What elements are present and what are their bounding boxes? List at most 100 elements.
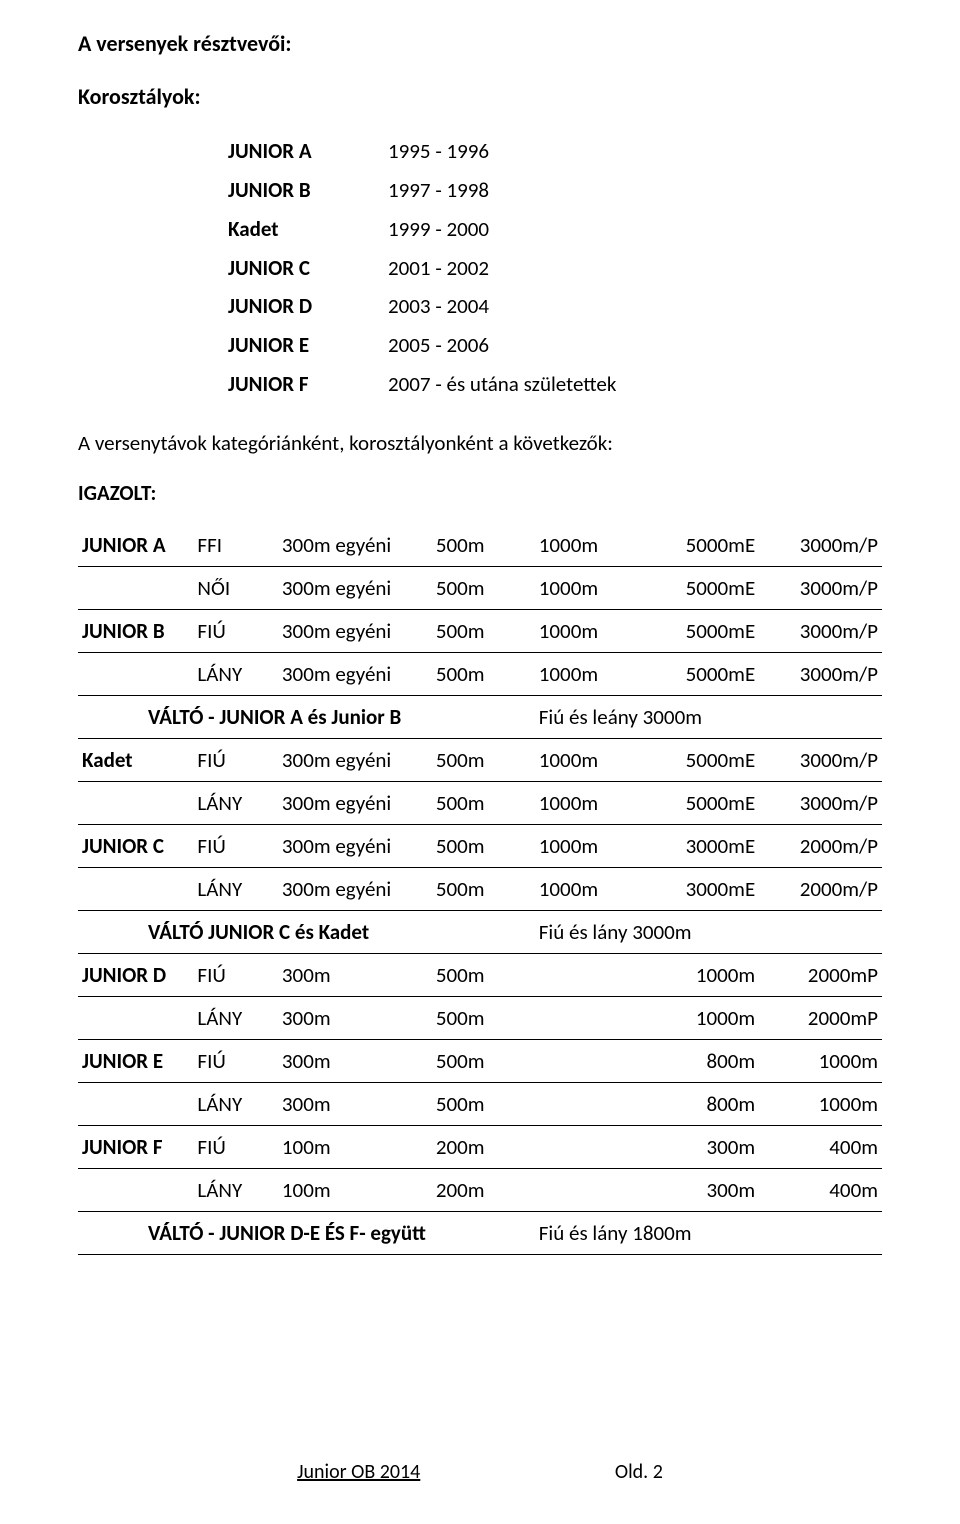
distance-4: 5000mE [646,566,759,609]
distance-row: NŐI300m egyéni500m1000m5000mE3000m/P [78,566,882,609]
distance-row: LÁNY100m200m300m400m [78,1168,882,1211]
distance-4: 3000mE [646,824,759,867]
distance-row: JUNIOR AFFI300m egyéni500m1000m5000mE300… [78,524,882,567]
distance-row: LÁNY300m500m1000m2000mP [78,996,882,1039]
distance-category [78,1082,193,1125]
distance-category: JUNIOR F [78,1125,193,1168]
distance-row: LÁNY300m egyéni500m1000m3000mE2000m/P [78,867,882,910]
relay-row: VÁLTÓ JUNIOR C és KadetFiú és lány 3000m [78,910,882,953]
distance-3 [535,1168,647,1211]
page: A versenyek résztvevői: Korosztályok: JU… [0,0,960,1524]
distance-3 [535,996,647,1039]
distance-category [78,1168,193,1211]
age-group-category: JUNIOR D [228,287,388,326]
distance-4: 1000m [646,996,759,1039]
distance-2: 500m [432,867,535,910]
distance-2: 500m [432,1082,535,1125]
distance-3: 1000m [535,738,647,781]
distance-row: JUNIOR FFIÚ100m200m300m400m [78,1125,882,1168]
distance-3: 1000m [535,566,647,609]
distance-1: 300m [278,996,432,1039]
age-group-row: JUNIOR A1995 - 1996 [228,132,882,171]
distance-1: 300m [278,1039,432,1082]
distance-category [78,781,193,824]
distance-sex: LÁNY [193,867,277,910]
distance-2: 200m [432,1125,535,1168]
distance-category: JUNIOR A [78,524,193,567]
distance-2: 500m [432,996,535,1039]
distance-category: Kadet [78,738,193,781]
distance-4: 300m [646,1168,759,1211]
page-footer: Junior OB 2014 Old. 2 [0,1460,960,1484]
distance-row: JUNIOR EFIÚ300m500m 800m1000m [78,1039,882,1082]
distance-2: 500m [432,781,535,824]
igazolt-label: IGAZOLT: [78,480,882,506]
distance-5: 400m [759,1125,882,1168]
relay-row: VÁLTÓ - JUNIOR A és Junior BFiú és leány… [78,695,882,738]
distance-sex: FIÚ [193,1039,277,1082]
distance-sex: FIÚ [193,953,277,996]
distance-2: 500m [432,609,535,652]
distance-category: JUNIOR B [78,609,193,652]
distance-category: JUNIOR D [78,953,193,996]
distance-sex: LÁNY [193,652,277,695]
distance-sex: FIÚ [193,609,277,652]
distance-row: JUNIOR CFIÚ300m egyéni500m1000m3000mE200… [78,824,882,867]
age-group-row: JUNIOR B1997 - 1998 [228,171,882,210]
distance-2: 500m [432,738,535,781]
distance-3: 1000m [535,824,647,867]
relay-row: VÁLTÓ - JUNIOR D-E ÉS F- együttFiú és lá… [78,1211,882,1254]
distance-category: JUNIOR E [78,1039,193,1082]
distance-4: 5000mE [646,524,759,567]
distances-intro: A versenytávok kategóriánként, korosztál… [78,430,882,456]
distance-2: 500m [432,953,535,996]
distance-sex: FIÚ [193,738,277,781]
distance-1: 100m [278,1168,432,1211]
footer-left: Junior OB 2014 [297,1460,420,1484]
distance-sex: FIÚ [193,1125,277,1168]
distance-1: 300m egyéni [278,524,432,567]
distance-1: 300m egyéni [278,738,432,781]
distance-5: 1000m [759,1039,882,1082]
age-group-row: JUNIOR D2003 - 2004 [228,287,882,326]
distance-5: 1000m [759,1082,882,1125]
distance-4: 5000mE [646,781,759,824]
age-group-row: JUNIOR F2007 - és utána születettek [228,365,882,404]
distance-4: 5000mE [646,652,759,695]
relay-label: VÁLTÓ - JUNIOR D-E ÉS F- együtt [78,1211,535,1254]
distance-5: 3000m/P [759,738,882,781]
age-group-category: JUNIOR F [228,365,388,404]
distance-3 [535,1082,647,1125]
distance-1: 300m egyéni [278,566,432,609]
distance-2: 500m [432,1039,535,1082]
distance-3: 1000m [535,524,647,567]
age-group-category: JUNIOR A [228,132,388,171]
age-group-category: JUNIOR E [228,326,388,365]
distance-4: 800m [646,1039,759,1082]
distance-1: 300m egyéni [278,824,432,867]
relay-label: VÁLTÓ - JUNIOR A és Junior B [78,695,535,738]
distance-1: 300m [278,1082,432,1125]
distance-sex: NŐI [193,566,277,609]
distance-category [78,867,193,910]
distance-5: 3000m/P [759,566,882,609]
distance-sex: FIÚ [193,824,277,867]
distance-2: 500m [432,524,535,567]
distance-sex: LÁNY [193,1168,277,1211]
distances-table: JUNIOR AFFI300m egyéni500m1000m5000mE300… [78,524,882,1255]
distance-3: 1000m [535,781,647,824]
distance-5: 3000m/P [759,652,882,695]
distance-4: 5000mE [646,609,759,652]
distance-4: 800m [646,1082,759,1125]
age-group-category: JUNIOR C [228,249,388,288]
distance-row: JUNIOR BFIÚ300m egyéni500m1000m5000mE300… [78,609,882,652]
distance-4: 3000mE [646,867,759,910]
relay-note: Fiú és leány 3000m [535,695,882,738]
relay-label: VÁLTÓ JUNIOR C és Kadet [78,910,535,953]
distance-3: 1000m [535,609,647,652]
distance-2: 500m [432,652,535,695]
relay-note: Fiú és lány 3000m [535,910,882,953]
age-group-years: 1995 - 1996 [388,132,489,171]
age-group-row: JUNIOR C2001 - 2002 [228,249,882,288]
distance-3: 1000m [535,867,647,910]
